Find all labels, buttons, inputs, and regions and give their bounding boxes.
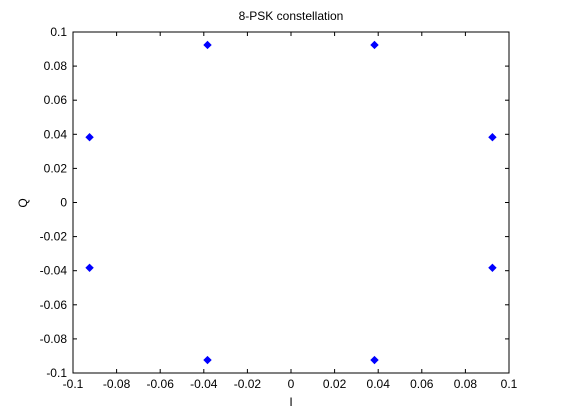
y-tick-label: 0.1 [50,25,67,39]
constellation-point [203,40,212,50]
x-tick-label: -0.02 [234,377,262,391]
constellation-point [370,40,379,50]
y-tick-label: -0.06 [40,298,68,312]
x-tick-label: 0 [288,377,295,391]
x-tick-label: 0.06 [410,377,434,391]
y-tick-label: 0.08 [44,59,68,73]
y-tick-label: 0.06 [44,93,68,107]
x-tick-label: -0.1 [63,377,84,391]
constellation-point [85,132,94,142]
constellation-point [488,132,497,142]
y-axis-ticks: -0.1 -0.08 -0.06 -0.04 -0.02 0 0.02 0.04 0.06 0.0… [40,25,509,380]
x-tick-label: 0.1 [501,377,518,391]
y-tick-label: -0.1 [46,366,67,380]
y-tick-label: -0.02 [40,230,68,244]
x-tick-label: 0.04 [367,377,391,391]
x-axis-title: I [289,395,292,409]
plot-area [72,31,510,374]
constellation-point [203,355,212,365]
y-tick-label: 0 [60,196,67,210]
x-tick-label: 0.02 [323,377,347,391]
chart-title: 8-PSK constellation [239,9,344,23]
y-tick-label: 0.04 [44,127,68,141]
x-tick-label: -0.04 [190,377,218,391]
x-axis-ticks: -0.1 -0.08 -0.06 -0.04 -0.02 0 0.02 0.04 0.06 0.0… [63,32,518,391]
y-tick-label: 0.02 [44,161,68,175]
data-points [85,40,497,365]
x-tick-label: 0.08 [454,377,478,391]
y-axis-title: Q [16,198,30,207]
y-tick-label: -0.04 [40,264,68,278]
constellation-point [85,263,94,273]
x-tick-label: -0.06 [147,377,175,391]
x-tick-label: -0.08 [103,377,131,391]
y-tick-label: -0.08 [40,332,68,346]
constellation-point [370,355,379,365]
constellation-point [488,263,497,273]
